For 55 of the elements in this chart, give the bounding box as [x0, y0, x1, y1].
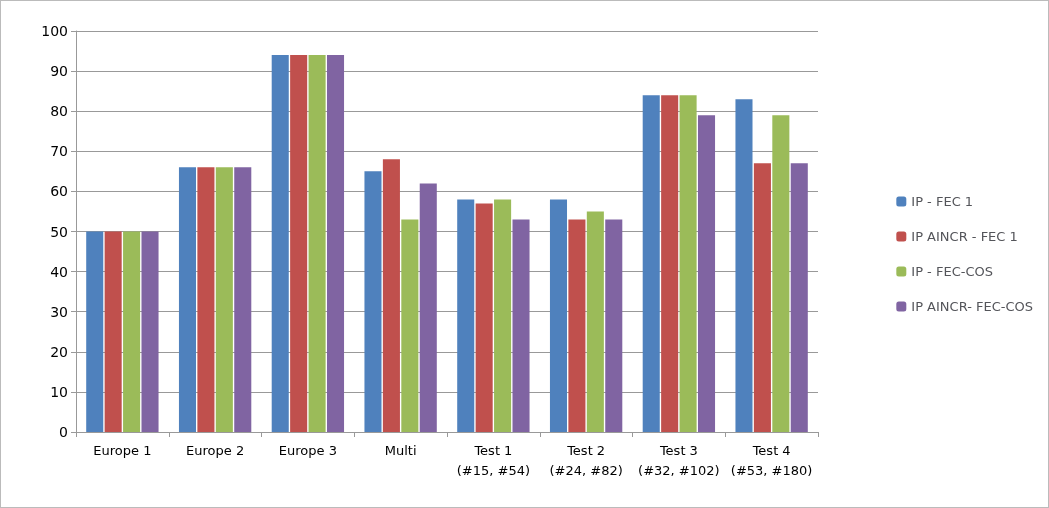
bar — [586, 211, 604, 432]
y-tick-label: 100 — [41, 23, 68, 39]
legend-label: IP AINCR- FEC-COS — [911, 299, 1033, 314]
bar — [735, 99, 753, 432]
legend-label: IP - FEC-COS — [911, 264, 993, 279]
bar — [86, 231, 104, 432]
y-tick-label: 80 — [50, 103, 68, 120]
y-tick-label: 90 — [50, 63, 68, 80]
bar — [141, 231, 159, 432]
bar — [215, 167, 233, 432]
bar — [271, 55, 289, 432]
bar — [419, 183, 437, 432]
bar — [308, 55, 326, 432]
bar — [772, 115, 790, 432]
x-tick-label: Europe 3 — [278, 442, 337, 458]
bar — [661, 95, 679, 432]
bar — [512, 219, 530, 432]
x-tick-label: Test 1 (#15, #54) — [456, 442, 531, 478]
x-tick-label: Europe 1 — [93, 442, 152, 458]
bar — [234, 167, 252, 432]
y-tick-label: 10 — [50, 383, 68, 400]
bar — [642, 95, 660, 432]
x-tick-label: Test 4 (#53, #180) — [730, 442, 813, 478]
bar — [326, 55, 345, 432]
bar — [697, 115, 716, 432]
bar — [568, 219, 586, 432]
y-tick-label: 30 — [50, 303, 68, 320]
bar — [401, 219, 419, 432]
bar — [549, 199, 568, 432]
y-tick-label: 0 — [59, 424, 68, 440]
y-tick-label: 70 — [50, 143, 68, 160]
legend-label: IP AINCR - FEC 1 — [911, 229, 1018, 244]
bar — [605, 219, 623, 432]
bar — [364, 171, 382, 432]
bar — [123, 231, 141, 432]
bar — [679, 95, 697, 432]
y-tick-label: 40 — [50, 263, 68, 280]
y-tick-label: 50 — [50, 223, 68, 240]
bar — [178, 167, 197, 432]
bar — [475, 203, 493, 432]
bar — [457, 199, 475, 432]
bar — [494, 199, 512, 432]
bar — [382, 159, 400, 432]
bar — [197, 167, 215, 432]
x-tick-label: Test 3 (#32, #102) — [638, 442, 720, 478]
bar — [104, 231, 122, 432]
x-tick-label: Multi — [384, 442, 417, 458]
bar — [290, 55, 308, 432]
y-tick-label: 20 — [50, 343, 68, 360]
bar — [753, 163, 771, 432]
y-tick-label: 60 — [50, 183, 68, 200]
x-tick-label: Test 2 (#24, #82) — [549, 442, 623, 478]
legend-label: IP - FEC 1 — [911, 194, 974, 209]
x-tick-label: Europe 2 — [186, 442, 245, 458]
bar — [790, 163, 808, 432]
